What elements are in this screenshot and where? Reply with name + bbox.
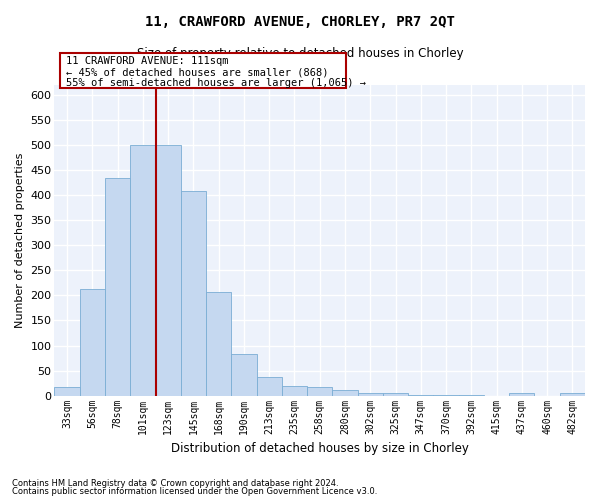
Bar [155, 145, 181, 396]
Text: Contains HM Land Registry data © Crown copyright and database right 2024.: Contains HM Land Registry data © Crown c… [12, 478, 338, 488]
Bar [383, 393, 408, 396]
Bar [509, 393, 535, 396]
Bar [181, 191, 206, 396]
Bar [105, 178, 130, 396]
Bar [206, 292, 232, 396]
Bar [80, 290, 105, 396]
Bar [408, 395, 433, 396]
Text: 55% of semi-detached houses are larger (1,065) →: 55% of semi-detached houses are larger (… [66, 78, 366, 88]
Bar [257, 377, 282, 396]
Bar [307, 386, 332, 396]
Text: 11, CRAWFORD AVENUE, CHORLEY, PR7 2QT: 11, CRAWFORD AVENUE, CHORLEY, PR7 2QT [145, 15, 455, 29]
Bar [358, 392, 383, 396]
Text: Contains public sector information licensed under the Open Government Licence v3: Contains public sector information licen… [12, 487, 377, 496]
Bar [55, 387, 80, 396]
Bar [560, 393, 585, 396]
Bar [332, 390, 358, 396]
Bar [282, 386, 307, 396]
Bar [232, 354, 257, 396]
X-axis label: Distribution of detached houses by size in Chorley: Distribution of detached houses by size … [171, 442, 469, 455]
Text: 11 CRAWFORD AVENUE: 111sqm: 11 CRAWFORD AVENUE: 111sqm [66, 56, 228, 66]
Text: Size of property relative to detached houses in Chorley: Size of property relative to detached ho… [137, 48, 463, 60]
Bar [130, 145, 155, 396]
Bar [458, 395, 484, 396]
Bar [433, 395, 458, 396]
Y-axis label: Number of detached properties: Number of detached properties [15, 152, 25, 328]
Text: ← 45% of detached houses are smaller (868): ← 45% of detached houses are smaller (86… [66, 67, 328, 77]
